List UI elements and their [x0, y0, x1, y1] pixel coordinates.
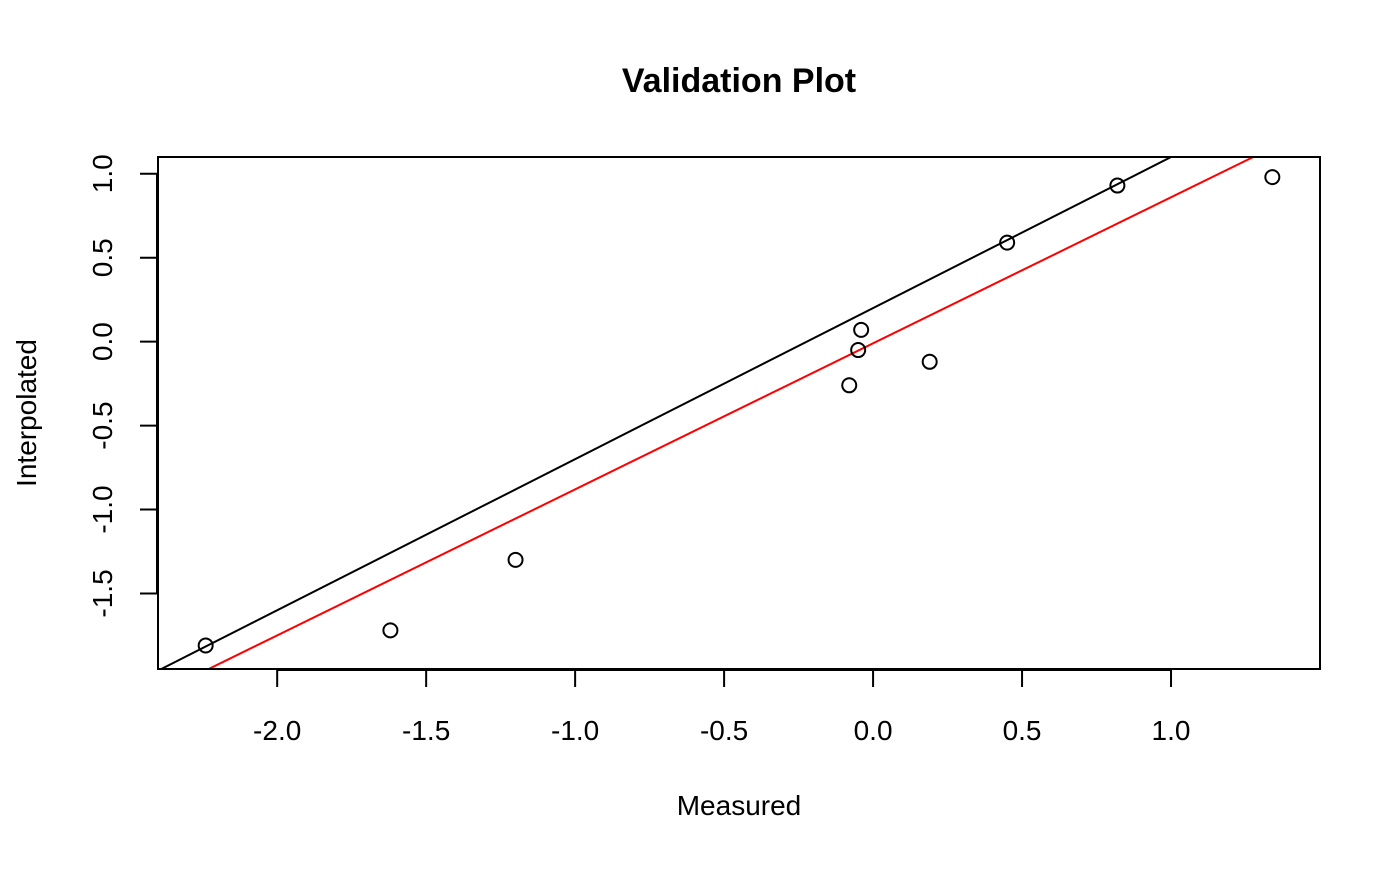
x-tick-label: -2.0 [253, 715, 301, 746]
reference-line [206, 157, 1256, 669]
data-point [1264, 169, 1281, 186]
x-tick-label: 0.5 [1003, 715, 1042, 746]
x-tick-label: 1.0 [1152, 715, 1191, 746]
data-point [921, 353, 938, 370]
data-point [999, 234, 1016, 251]
y-tick-label: 0.5 [87, 238, 118, 277]
data-point [853, 321, 870, 338]
y-tick-label: -1.5 [87, 569, 118, 617]
x-tick-label: -0.5 [700, 715, 748, 746]
x-axis-label: Measured [677, 790, 802, 821]
y-tick-label: -0.5 [87, 401, 118, 449]
y-axis-label: Interpolated [11, 339, 42, 487]
x-tick-label: 0.0 [854, 715, 893, 746]
y-axis: -1.5 -1.0 -0.5 0.0 0.5 1.0 [87, 154, 158, 618]
plot-frame [157, 156, 1321, 670]
lines-layer [159, 157, 1256, 669]
data-point [841, 377, 858, 394]
points-layer [197, 169, 1281, 654]
data-point [382, 622, 399, 639]
data-point [197, 637, 214, 654]
x-tick-label: -1.5 [402, 715, 450, 746]
data-point [850, 342, 867, 359]
fit-line [159, 157, 1174, 669]
data-point [507, 551, 524, 568]
y-tick-label: 1.0 [87, 154, 118, 193]
x-axis: -2.0 -1.5 -1.0 -0.5 0.0 0.5 1.0 [253, 669, 1191, 746]
chart-title: Validation Plot [622, 62, 856, 100]
y-tick-label: -1.0 [87, 485, 118, 533]
y-tick-label: 0.0 [87, 322, 118, 361]
x-tick-label: -1.0 [551, 715, 599, 746]
data-point [1109, 177, 1126, 194]
